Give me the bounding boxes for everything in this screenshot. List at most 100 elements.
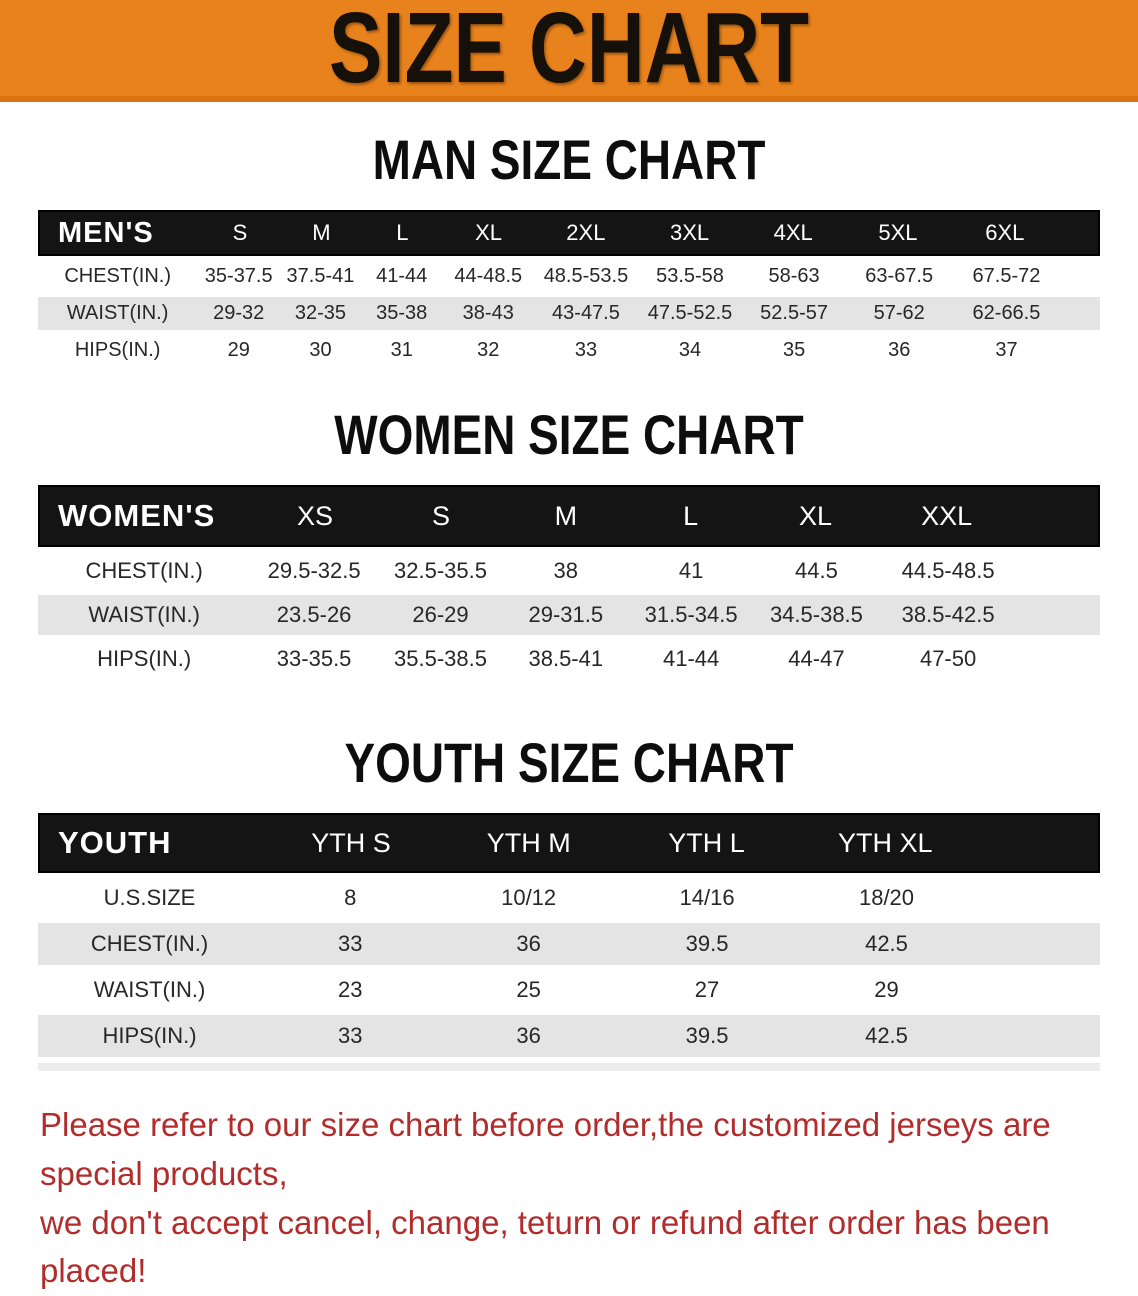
size-column-header: YTH M: [486, 827, 571, 858]
measurement-value: 38.5-42.5: [901, 602, 995, 627]
size-column-header: 3XL: [669, 220, 710, 245]
measurement-value: 33: [337, 1023, 363, 1048]
measurement-value: 35-38: [376, 302, 428, 324]
row-label: CHEST(IN.): [64, 265, 171, 287]
measurement-value: 39.5: [685, 1023, 729, 1048]
row-label: WAIST(IN.): [88, 602, 200, 627]
measurement-value: 53.5-58: [656, 265, 724, 287]
table-row: HIPS(IN.) 33-35.5 35.5-38.5 38.5-41 41-44 44-…: [38, 639, 1100, 679]
measurement-value: 10/12: [501, 885, 557, 910]
measurement-value: 41-44: [376, 265, 428, 287]
measurement-value: 27: [694, 977, 720, 1002]
table-row: WAIST(IN.) 29-32 32-35 35-38 38-43 43-47.5 47.…: [38, 297, 1100, 330]
measurement-value: 57-62: [873, 302, 925, 324]
measurement-value: 38.5-41: [528, 646, 604, 671]
measurement-value: 32: [477, 339, 500, 361]
measurement-value: 58-63: [768, 265, 820, 287]
row-label: CHEST(IN.): [85, 558, 203, 583]
row-label: HIPS(IN.): [97, 646, 192, 671]
measurement-value: 8: [344, 885, 357, 910]
measurement-value: 26-29: [412, 602, 469, 627]
measurement-value: 62-66.5: [972, 302, 1041, 324]
table-row: CHEST(IN.) 33 36 39.5 42.5: [38, 923, 1100, 965]
table-row: HIPS(IN.) 29 30 31 32 33 34 35 36 37: [38, 334, 1100, 367]
man-size-chart-section: MAN SIZE CHART MEN'S S M L XL 2XL 3XL 4XL 5XL 6XL…: [0, 132, 1138, 367]
table-header-label: YOUTH: [58, 825, 172, 860]
table-row: U.S.SIZE 8 10/12 14/16 18/20: [38, 877, 1100, 919]
measurement-value: 29: [874, 977, 899, 1002]
measurement-value: 38: [553, 558, 579, 583]
size-column-header: S: [431, 500, 450, 531]
table-row: CHEST(IN.) 35-37.5 37.5-41 41-44 44-48.5 48.5…: [38, 260, 1100, 293]
row-label: HIPS(IN.): [74, 339, 161, 361]
table-row: CHEST(IN.) 29.5-32.5 32.5-35.5 38 41 44.5 44.5…: [38, 551, 1100, 591]
measurement-value: 29-31.5: [528, 602, 604, 627]
table-row: WAIST(IN.) 23 25 27 29: [38, 969, 1100, 1011]
measurement-value: 33: [574, 339, 598, 361]
table-header-label: WOMEN'S: [58, 498, 216, 533]
measurement-value: 23: [337, 977, 363, 1002]
measurement-value: 35.5-38.5: [394, 646, 487, 671]
measurement-value: 43-47.5: [552, 302, 620, 324]
measurement-value: 47-50: [919, 646, 977, 671]
measurement-value: 63-67.5: [865, 265, 934, 287]
size-column-header: L: [683, 500, 699, 531]
measurement-value: 29: [227, 339, 250, 361]
disclaimer-line-2: we don't accept cancel, change, teturn o…: [40, 1203, 1050, 1290]
measurement-value: 41-44: [662, 646, 720, 671]
measurement-value: 33: [337, 931, 363, 956]
youth-table-bottom-strip: [38, 1063, 1100, 1071]
measurement-value: 47.5-52.5: [647, 302, 733, 324]
measurement-value: 36: [888, 339, 911, 361]
man-section-title: MAN SIZE CHART: [372, 128, 766, 191]
measurement-value: 23.5-26: [276, 602, 352, 627]
size-column-header: XL: [475, 220, 503, 245]
measurement-value: 42.5: [865, 1023, 908, 1048]
measurement-value: 29-32: [213, 302, 265, 324]
size-column-header: XL: [798, 500, 833, 531]
measurement-value: 31.5-34.5: [644, 602, 738, 627]
measurement-value: 32-35: [294, 302, 347, 324]
women-section-title: WOMEN SIZE CHART: [334, 403, 804, 466]
table-header-row: YOUTH YTH S YTH M YTH L YTH XL: [38, 813, 1100, 873]
size-column-header: S: [232, 220, 248, 245]
measurement-value: 25: [516, 977, 541, 1002]
measurement-value: 44.5: [795, 558, 838, 583]
measurement-value: 34: [678, 339, 702, 361]
measurement-value: 42.5: [865, 931, 908, 956]
mens-size-table: MEN'S S M L XL 2XL 3XL 4XL 5XL 6XL CHEST(IN.) 35-37…: [38, 210, 1100, 367]
row-label: U.S.SIZE: [103, 885, 196, 910]
youth-size-table: YOUTH YTH S YTH M YTH L YTH XL U.S.SIZE 8 10/12…: [38, 813, 1100, 1057]
measurement-value: 30: [309, 339, 332, 361]
table-header-row: MEN'S S M L XL 2XL 3XL 4XL 5XL 6XL: [38, 210, 1100, 256]
size-column-header: YTH XL: [838, 827, 933, 858]
measurement-value: 32.5-35.5: [394, 558, 487, 583]
womens-size-table: WOMEN'S XS S M L XL XXL CHEST(IN.) 29.5-32.5 32.5…: [38, 485, 1100, 679]
measurement-value: 44-48.5: [454, 265, 523, 287]
row-label: CHEST(IN.): [90, 931, 209, 956]
size-column-header: M: [312, 220, 331, 245]
measurement-value: 34.5-38.5: [769, 602, 863, 627]
measurement-value: 35: [782, 339, 806, 361]
measurement-value: 29.5-32.5: [267, 558, 361, 583]
measurement-value: 39.5: [685, 931, 729, 956]
measurement-value: 48.5-53.5: [543, 265, 629, 287]
size-column-header: XXL: [921, 500, 973, 531]
measurement-value: 35-37.5: [204, 265, 273, 287]
measurement-value: 44.5-48.5: [901, 558, 995, 583]
size-column-header: YTH L: [668, 827, 745, 858]
row-label: WAIST(IN.): [66, 302, 169, 324]
size-column-header: M: [554, 500, 578, 531]
measurement-value: 38-43: [462, 302, 514, 324]
size-column-header: YTH S: [311, 827, 391, 858]
measurement-value: 18/20: [858, 885, 915, 910]
table-header-label: MEN'S: [58, 216, 154, 249]
table-row: HIPS(IN.) 33 36 39.5 42.5: [38, 1015, 1100, 1057]
table-row: WAIST(IN.) 23.5-26 26-29 29-31.5 31.5-34.5 34…: [38, 595, 1100, 635]
row-label: WAIST(IN.): [93, 977, 206, 1002]
order-disclaimer: Please refer to our size chart before or…: [40, 1101, 1102, 1296]
measurement-value: 44-47: [788, 646, 845, 671]
banner-title: SIZE CHART: [329, 0, 809, 104]
measurement-value: 67.5-72: [972, 265, 1041, 287]
women-size-chart-section: WOMEN SIZE CHART WOMEN'S XS S M L XL XXL CHEST(…: [0, 407, 1138, 679]
